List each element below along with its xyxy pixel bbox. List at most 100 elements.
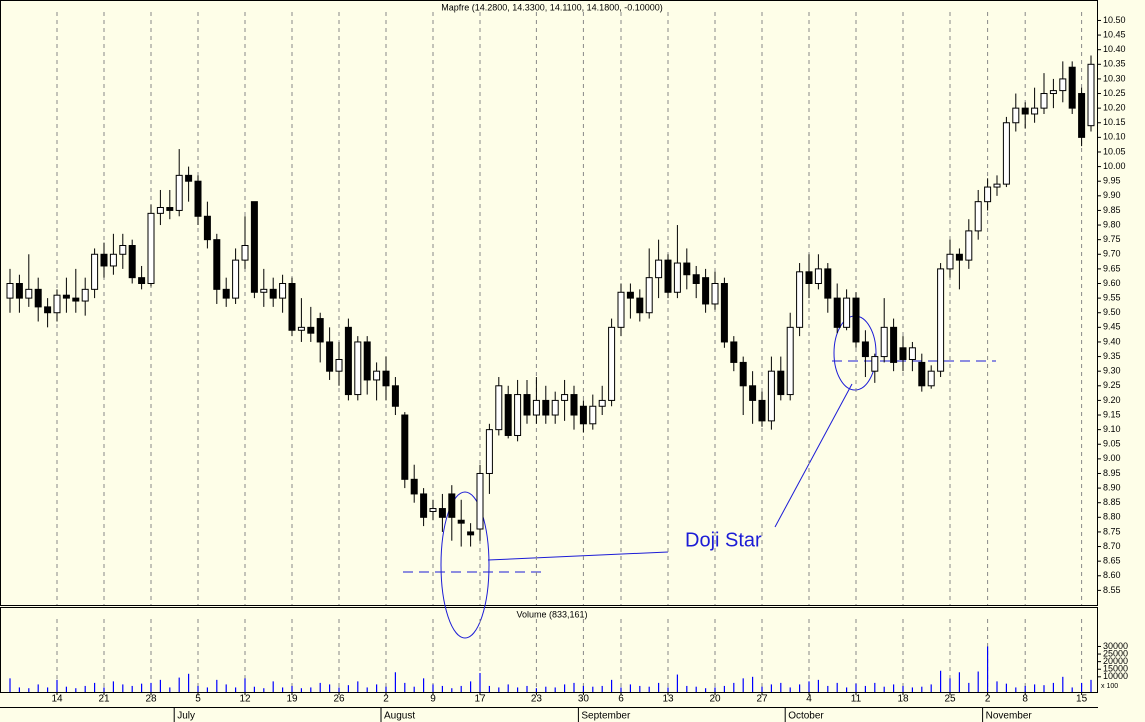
candle-body [749,385,757,401]
candle-body [655,259,663,279]
candle-body [636,297,644,314]
candle-body [551,399,559,416]
x-tick-label: 13 [662,694,674,705]
x-tick-label: 15 [1076,694,1088,705]
candle-body [34,288,42,308]
x-tick-label: 8 [1022,694,1028,705]
candle-body [890,326,898,363]
month-label: September [581,711,631,722]
candle-body [147,212,155,285]
y-tick-label: 10.30 [1103,73,1126,83]
chart-title: Mapfre (14.2800, 14.3300, 14.1100, 14.18… [441,2,663,12]
volume-title: Volume (833,161) [516,609,587,619]
candle-body [128,245,136,279]
x-tick-label: 26 [333,694,345,705]
candle-body [664,259,672,293]
x-tick-label: 6 [618,694,624,705]
candle-body [871,356,879,372]
y-tick-label: 9.35 [1103,351,1121,361]
y-tick-label: 9.85 [1103,205,1121,215]
candle-body [81,288,89,302]
candle-body [354,341,362,396]
candle-body [495,385,503,431]
pointer-line [487,551,669,561]
y-tick-label: 10.50 [1103,15,1126,25]
x-tick-label: 18 [897,694,909,705]
candle-body [542,399,550,416]
candle-body [532,399,540,416]
candle-body [429,508,437,512]
candle-body [335,358,343,372]
candle-body [203,215,211,241]
candle-body [457,519,465,524]
y-tick-label: 9.40 [1103,336,1121,346]
candle-body [1031,107,1039,115]
doji-ellipse [440,491,490,639]
y-tick-label: 9.20 [1103,395,1121,405]
x-tick-label: 12 [239,694,251,705]
candle-body [467,531,475,536]
y-tick-label: 8.95 [1103,468,1121,478]
y-tick-label: 8.75 [1103,526,1121,536]
candle-body [720,283,728,343]
candle-body [589,405,597,425]
x-tick-label: 11 [851,694,862,705]
y-tick-label: 8.60 [1103,570,1121,580]
volume-tick-label: 10000 [1103,671,1128,681]
month-label: July [177,711,195,722]
candle-body [401,414,409,480]
candle-body [814,268,822,285]
x-tick-label: 19 [286,694,298,705]
y-tick-label: 10.15 [1103,117,1126,127]
candle-body [44,306,52,314]
y-tick-label: 8.80 [1103,512,1121,522]
candle-body [391,385,399,407]
candle-body [476,472,484,530]
candle-body [1087,63,1095,127]
y-tick-label: 9.25 [1103,380,1121,390]
candle-body [1012,107,1020,124]
y-tick-label: 9.30 [1103,366,1121,376]
candle-body [805,271,813,285]
y-tick-label: 9.05 [1103,439,1121,449]
candle-body [438,508,446,518]
candle-body [15,283,23,299]
x-tick-label: 27 [756,694,768,705]
y-tick-label: 10.05 [1103,146,1126,156]
candle-body [72,297,80,302]
candle-body [344,326,352,396]
candle-body [62,294,70,299]
volume-tick-label: 15000 [1103,664,1128,674]
candle-body [213,239,221,290]
candle-body [269,288,277,299]
y-tick-label: 9.50 [1103,307,1121,317]
candle-body [100,253,108,267]
x-tick-label: 2 [383,694,389,705]
candle-body [485,429,493,474]
candle-body [617,291,625,328]
candle-body [288,283,296,331]
candle-body [984,186,992,203]
x-tick-label: 25 [944,694,956,705]
y-tick-label: 10.35 [1103,59,1126,69]
candle-body [1078,93,1086,138]
candle-body [843,297,851,328]
candle-body [260,288,268,293]
candle-body [53,294,61,314]
y-tick-label: 9.10 [1103,424,1121,434]
y-tick-label: 9.90 [1103,190,1121,200]
candle-body [786,326,794,396]
candle-body [279,283,287,299]
candle-body [232,259,240,299]
candle-body [514,394,522,436]
y-tick-label: 9.75 [1103,234,1121,244]
volume-unit: x 100 [1101,683,1118,690]
candle-body [241,245,249,261]
candle-body [899,347,907,360]
candle-body [448,493,456,518]
candle-body [796,271,804,328]
y-tick-label: 8.55 [1103,585,1121,595]
x-tick-label: 17 [474,694,486,705]
candle-body [297,326,305,331]
volume-tick-label: 30000 [1103,641,1128,651]
